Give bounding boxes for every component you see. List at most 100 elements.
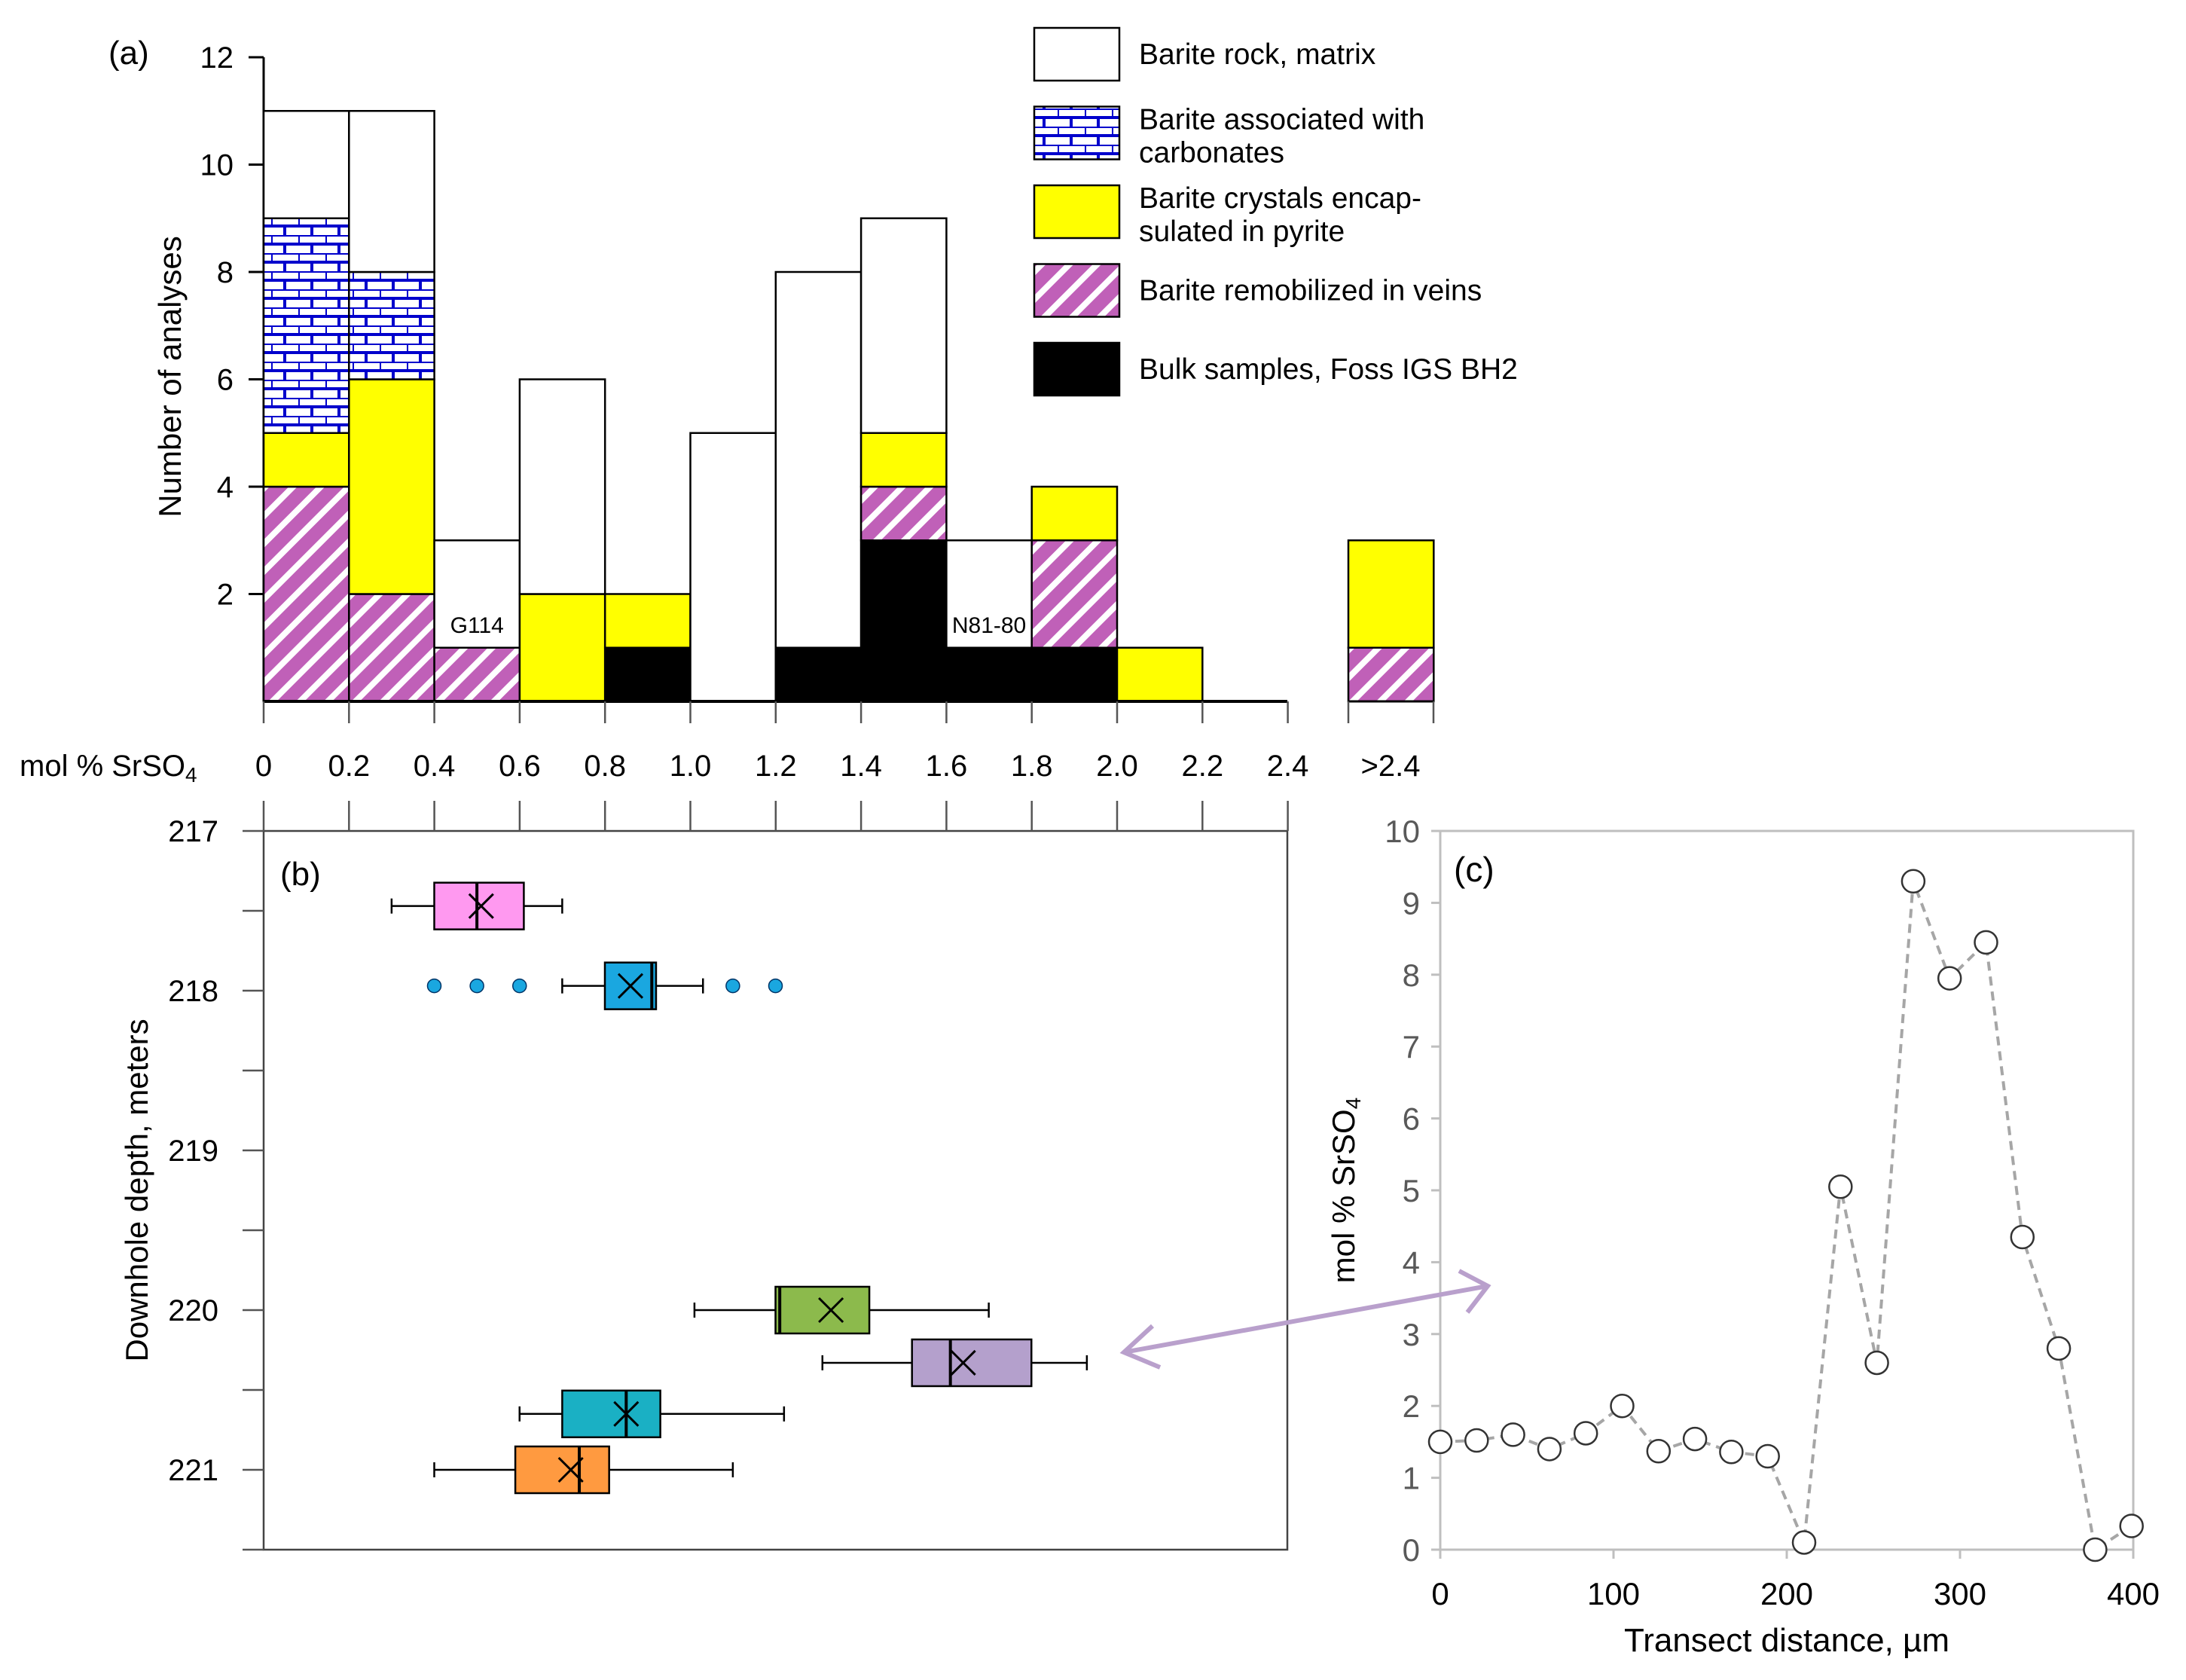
data-point — [2119, 1514, 2144, 1538]
bar-bulk — [859, 539, 948, 703]
bar-matrix — [433, 539, 521, 649]
mean-marker — [468, 893, 494, 919]
box — [433, 881, 525, 930]
x-tick-label: 0.6 — [499, 750, 541, 783]
x-tick-label: 1.4 — [840, 750, 882, 783]
y-tick-label: 1 — [1403, 1461, 1420, 1496]
panel-label: (b) — [280, 856, 321, 893]
legend-label: Barite remobilized in veins — [1139, 275, 1482, 307]
y-tick-label: 6 — [1403, 1101, 1420, 1137]
bar-bulk — [945, 646, 1033, 703]
mean-marker — [950, 1349, 976, 1376]
y-axis-title: mol % SrSO4 — [1326, 1098, 1365, 1284]
data-point — [1427, 1429, 1453, 1455]
y-tick-label: 5 — [1403, 1173, 1420, 1208]
panel-a-histogram: (a) 2 4 6 8 10 12 Number of analyses 0 0.2 0.4 0.6 0… — [20, 26, 1518, 787]
bar-encapsulated — [262, 432, 350, 488]
panel-label: (c) — [1454, 850, 1494, 889]
legend-label: Barite rock, matrix — [1139, 38, 1376, 71]
data-point — [1755, 1443, 1780, 1469]
data-point — [1901, 869, 1926, 894]
x-tick-label: 0 — [1431, 1576, 1449, 1611]
y-tick-label: 3 — [1403, 1317, 1420, 1352]
x-tick-label: 1.0 — [670, 750, 712, 783]
bar-encapsulated — [348, 378, 435, 595]
data-point — [1937, 966, 1962, 991]
bar-encapsulated — [1030, 485, 1119, 542]
bar-bulk — [1030, 646, 1119, 703]
y-tick-label: 7 — [1403, 1029, 1420, 1065]
x-tick-label: 0.8 — [584, 750, 626, 783]
x-tick-label: 1.8 — [1011, 750, 1053, 783]
mean-marker — [557, 1456, 584, 1483]
series-line — [1440, 881, 2133, 1553]
legend-label: Barite associated with — [1139, 104, 1424, 136]
y-tick-label: 219 — [168, 1135, 218, 1168]
bar-veins — [1030, 539, 1119, 649]
y-tick-label: 218 — [168, 975, 218, 1008]
panel-b-boxplots: 217 218 219 220 221 Downhole depth, meters (b) — [119, 801, 1289, 1551]
bar-matrix — [518, 378, 606, 595]
data-point — [2083, 1537, 2108, 1562]
bar-veins — [859, 485, 948, 542]
mean-marker — [617, 973, 644, 999]
y-tick-label: 9 — [1403, 885, 1420, 921]
y-tick-label: 221 — [168, 1454, 218, 1487]
bar-encapsulated — [859, 432, 948, 488]
arrow-head-right — [1458, 1269, 1491, 1314]
data-point — [1537, 1437, 1562, 1462]
y-tick-label: 10 — [200, 149, 234, 182]
y-tick-label: 0 — [1403, 1532, 1420, 1568]
bar-carbonate — [262, 217, 350, 434]
data-point — [1501, 1422, 1525, 1447]
y-axis-title: Downhole depth, meters — [119, 1019, 154, 1361]
box — [561, 1389, 661, 1439]
outlier-point — [512, 978, 527, 994]
x-tick-label: 200 — [1760, 1576, 1813, 1611]
x-tick-label: 2.2 — [1181, 750, 1223, 783]
box — [774, 1285, 871, 1335]
bar-matrix — [859, 217, 948, 434]
y-tick-label: 12 — [200, 41, 234, 75]
data-point — [1682, 1426, 1708, 1452]
data-point — [1864, 1350, 1889, 1376]
panel-label: (a) — [108, 35, 149, 72]
x-tick-label: 400 — [2107, 1576, 2160, 1611]
legend-swatch-matrix — [1033, 26, 1121, 82]
connector-arrow — [1119, 1269, 1491, 1370]
data-point — [1974, 930, 1998, 955]
bar-encapsulated — [1347, 539, 1435, 649]
data-point — [1610, 1393, 1635, 1419]
bar-matrix — [774, 270, 862, 649]
legend-label: sulated in pyrite — [1139, 215, 1345, 248]
bin-annotation: G114 — [450, 613, 504, 638]
legend-swatch-veins — [1033, 263, 1121, 318]
bar-carbonate — [348, 270, 435, 380]
data-point — [1828, 1174, 1853, 1199]
x-tick-label: 300 — [1934, 1576, 1986, 1611]
outlier-point — [469, 978, 484, 994]
bar-matrix — [689, 432, 777, 703]
y-tick-label: 2 — [1403, 1388, 1420, 1424]
bar-matrix — [945, 539, 1033, 649]
y-tick-label: 8 — [1403, 958, 1420, 993]
bar-bulk — [603, 646, 692, 703]
x-tick-label: 0.4 — [414, 750, 456, 783]
bar-veins — [348, 593, 435, 703]
data-point — [1573, 1421, 1598, 1446]
box — [514, 1445, 610, 1495]
y-tick-label: 4 — [217, 471, 234, 504]
x-tick-label: >2.4 — [1361, 750, 1421, 783]
data-point — [1791, 1530, 1817, 1555]
data-point — [1646, 1439, 1672, 1464]
y-axis-title: Number of analyses — [152, 236, 188, 518]
y-tick-label: 10 — [1385, 814, 1420, 849]
box — [911, 1338, 1033, 1388]
x-tick-label: 2.0 — [1096, 750, 1138, 783]
mean-marker — [613, 1401, 640, 1427]
y-tick-label: 217 — [168, 815, 218, 848]
x-tick-label: 2.4 — [1267, 750, 1309, 783]
bar-bulk — [774, 646, 862, 703]
arrow-shaft — [1123, 1284, 1488, 1355]
